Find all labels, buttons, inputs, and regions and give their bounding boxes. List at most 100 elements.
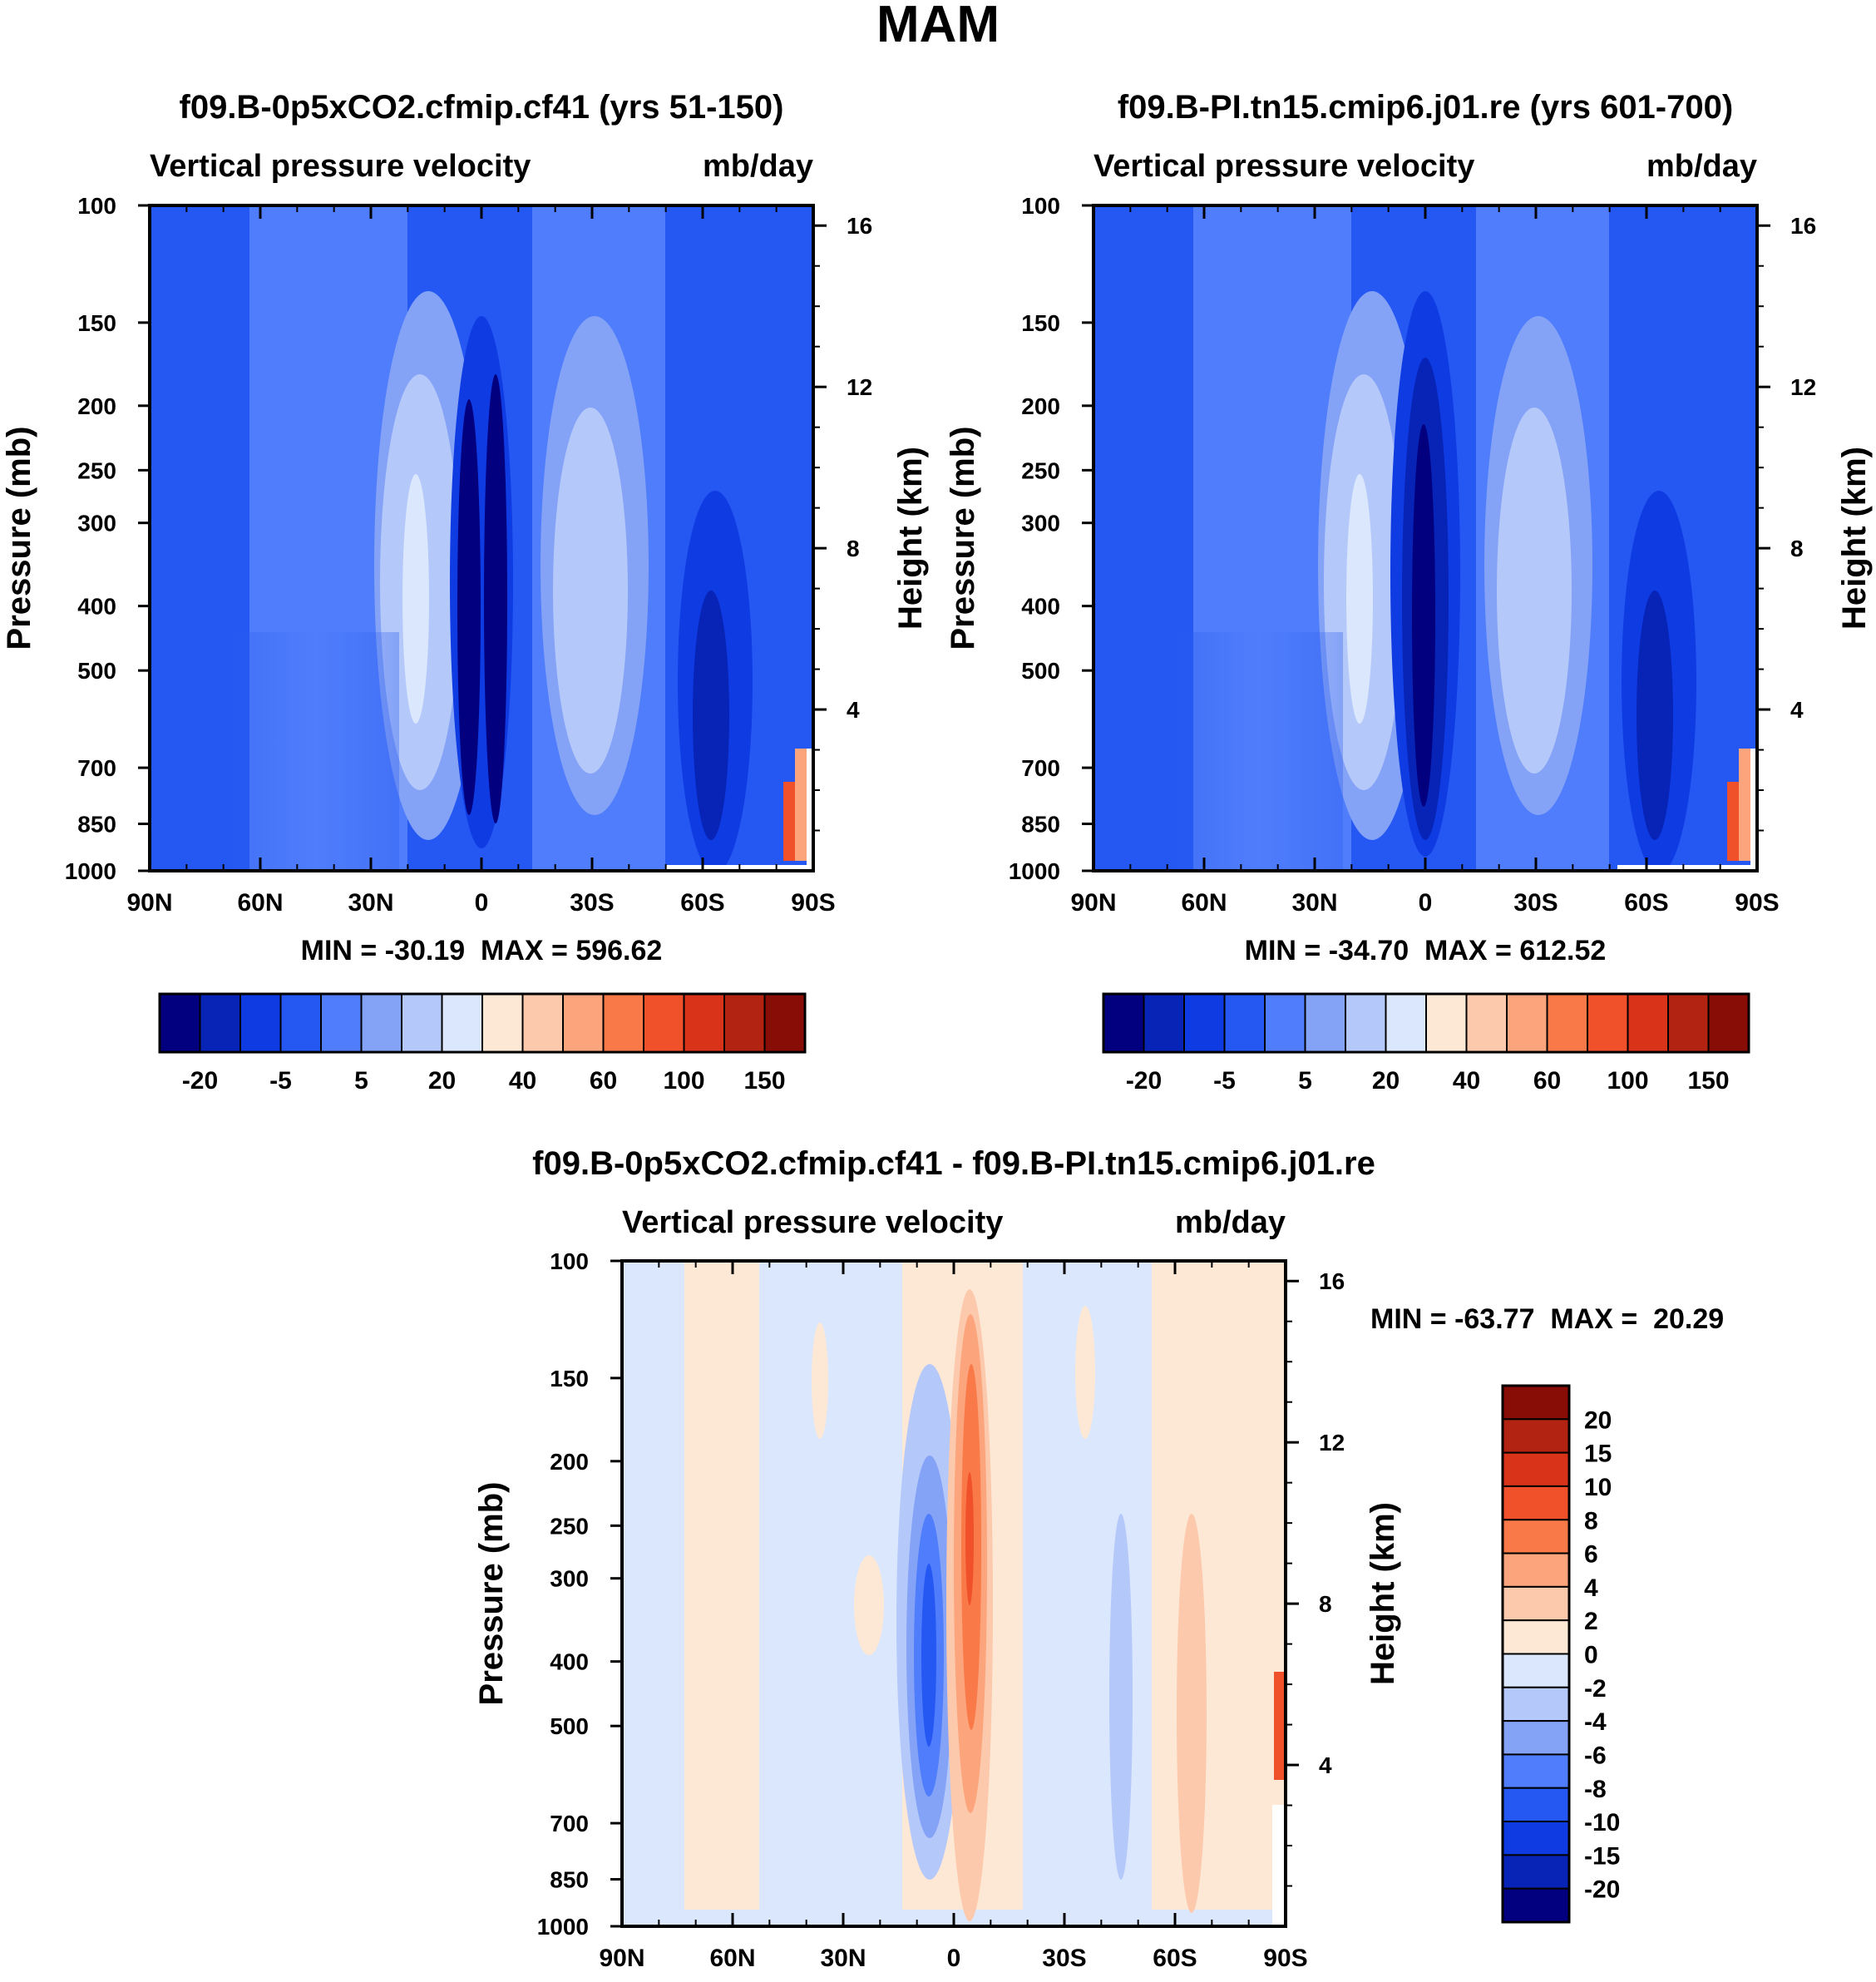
colorbar-swatch <box>1345 993 1387 1053</box>
panel-2: f09.B-PI.tn15.cmip6.j01.re (yrs 601-700)… <box>945 89 1873 1095</box>
colorbar-swatch <box>199 993 241 1053</box>
y-tick-label: 100 <box>550 1248 589 1274</box>
y-tick-label: 1000 <box>65 858 116 884</box>
panel-3-units-label: mb/day <box>1175 1205 1286 1240</box>
y-tick-label: 150 <box>550 1366 589 1391</box>
x-tick-label: 90N <box>599 1945 644 1972</box>
colorbar-swatch <box>1707 993 1750 1053</box>
panel-1-surface-hotspot <box>783 782 795 861</box>
y2-tick-label: 8 <box>1319 1591 1332 1617</box>
y-tick-label: 700 <box>77 755 116 781</box>
colorbar-swatch <box>643 993 685 1053</box>
colorbar-frame <box>1501 1384 1571 1924</box>
colorbar-label: 100 <box>663 1067 704 1095</box>
y-tick-label: 300 <box>550 1566 589 1592</box>
x-tick-label: 60N <box>237 889 283 917</box>
panel-3-field-contour <box>854 1555 884 1655</box>
panel-1: f09.B-0p5xCO2.cfmip.cf41 (yrs 51-150) Ve… <box>1 89 929 1095</box>
colorbar-swatch <box>1183 993 1226 1053</box>
panel-2-y2-axis-title: Height (km) <box>1836 447 1873 630</box>
colorbar-label: 0 <box>1584 1642 1598 1669</box>
colorbar-label: -5 <box>269 1067 292 1095</box>
colorbar-label: 15 <box>1584 1441 1612 1468</box>
colorbar-swatch <box>401 993 443 1053</box>
x-tick-label: 60N <box>1181 889 1227 917</box>
figure-title: MAM <box>876 0 1000 53</box>
colorbar-swatch <box>360 993 402 1053</box>
colorbar-swatch <box>1304 993 1346 1053</box>
colorbar-swatch <box>1465 993 1508 1053</box>
y-tick-label: 250 <box>1021 457 1060 483</box>
colorbar-swatch <box>441 993 483 1053</box>
colorbar-swatch <box>1502 1485 1570 1521</box>
panel-2-field-contour <box>1637 591 1673 840</box>
panel-3: f09.B-0p5xCO2.cfmip.cf41 - f09.B-PI.tn15… <box>473 1145 1724 1972</box>
y-tick-label: 1000 <box>537 1914 589 1940</box>
colorbar-swatch <box>1506 993 1548 1053</box>
colorbar-swatch <box>1502 1585 1570 1622</box>
colorbar-label: 40 <box>509 1067 536 1095</box>
panel-3-field-band <box>1152 1261 1286 1910</box>
colorbar-swatch <box>320 993 363 1053</box>
panel-2-surface-hotspot <box>1727 782 1739 861</box>
y-tick-label: 300 <box>77 511 116 536</box>
panel-2-variable-label: Vertical pressure velocity <box>1094 149 1474 184</box>
panel-3-y2-axis-title: Height (km) <box>1365 1502 1401 1685</box>
panel-2-colorbar: -20 -5 5 20 40 60 100 150 <box>1102 992 1750 1095</box>
colorbar-swatch <box>1223 993 1266 1053</box>
y-tick-label: 300 <box>1021 511 1060 536</box>
y2-tick-label: 4 <box>847 697 860 723</box>
colorbar-label: -10 <box>1584 1809 1620 1836</box>
colorbar-label: 10 <box>1584 1474 1612 1501</box>
panel-1-min-max: MIN = -30.19 MAX = 596.62 <box>301 935 663 966</box>
x-tick-label: 90N <box>1070 889 1116 917</box>
colorbar-frame <box>1102 992 1750 1054</box>
colorbar-swatch <box>1546 993 1588 1053</box>
panel-2-field-contour <box>1497 408 1572 774</box>
colorbar-label: 150 <box>743 1067 785 1095</box>
panel-1-surface-hotspot <box>795 749 807 861</box>
panel-3-field-contour <box>1109 1514 1133 1880</box>
panel-3-title: f09.B-0p5xCO2.cfmip.cf41 - f09.B-PI.tn15… <box>532 1145 1375 1182</box>
colorbar-label: -4 <box>1584 1708 1607 1736</box>
y-tick-label: 850 <box>550 1867 589 1893</box>
y-tick-label: 250 <box>77 457 116 483</box>
panel-2-axes: 90N 60N 30N 0 30S 60S 90S 100 150 200 250 300 400 500… <box>1009 193 1816 917</box>
panel-3-plot-area <box>622 1261 1286 1926</box>
panel-3-field-contour <box>921 1564 936 1747</box>
panel-3-field-contour <box>1075 1306 1095 1439</box>
colorbar-swatch <box>1502 1686 1570 1723</box>
x-tick-label: 60N <box>709 1945 755 1972</box>
colorbar-swatch <box>1502 1418 1570 1454</box>
colorbar-label: -20 <box>182 1067 218 1095</box>
x-tick-label: 90S <box>791 889 835 917</box>
panel-1-field-contour <box>233 632 399 871</box>
x-tick-label: 30N <box>348 889 393 917</box>
panel-1-field-contour <box>553 408 628 774</box>
colorbar-label: 60 <box>590 1067 617 1095</box>
panel-2-min-max: MIN = -34.70 MAX = 612.52 <box>1245 935 1607 966</box>
colorbar-label: -20 <box>1584 1876 1620 1904</box>
panel-2-plot-area <box>1094 205 1757 871</box>
y-tick-label: 100 <box>77 193 116 219</box>
panel-3-field-contour <box>812 1322 828 1439</box>
colorbar-swatch <box>1502 1720 1570 1756</box>
colorbar-label: 5 <box>1298 1067 1312 1095</box>
panel-2-title: f09.B-PI.tn15.cmip6.j01.re (yrs 601-700) <box>1118 89 1733 126</box>
y2-tick-label: 16 <box>1319 1268 1345 1294</box>
y2-tick-label: 12 <box>1319 1430 1345 1456</box>
colorbar-label: 20 <box>1372 1067 1400 1095</box>
panel-3-y-axis-title: Pressure (mb) <box>473 1482 510 1706</box>
y-tick-label: 400 <box>77 594 116 620</box>
colorbar-swatch <box>481 993 524 1053</box>
y-tick-label: 850 <box>77 812 116 838</box>
colorbar-swatch <box>1667 993 1710 1053</box>
panel-3-field-band <box>684 1261 759 1910</box>
colorbar-swatch <box>1627 993 1669 1053</box>
y2-tick-label: 12 <box>847 374 872 400</box>
colorbar-label: 150 <box>1687 1067 1729 1095</box>
colorbar-swatch <box>1502 1787 1570 1823</box>
colorbar-swatch <box>1385 993 1427 1053</box>
y-tick-label: 850 <box>1021 812 1060 838</box>
colorbar-label: 2 <box>1584 1608 1598 1635</box>
